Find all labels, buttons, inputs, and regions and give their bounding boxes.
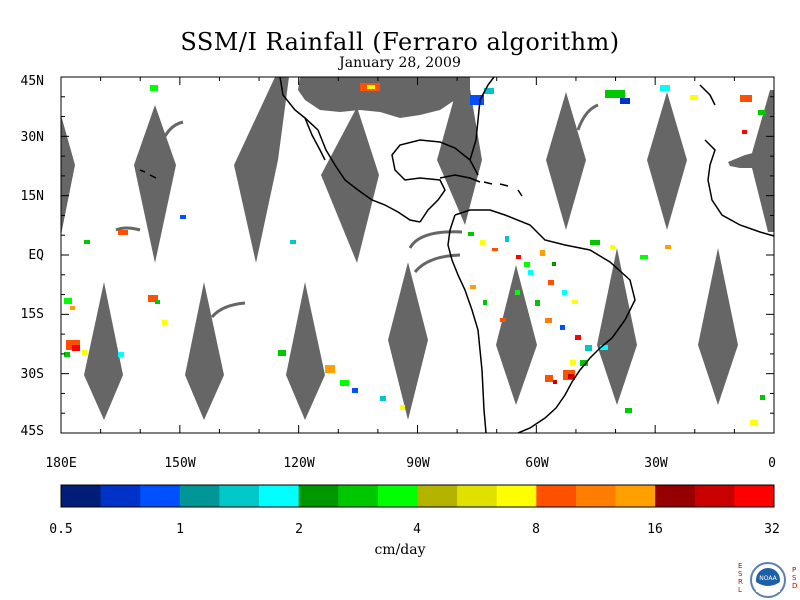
lon-label: 30W (644, 456, 668, 471)
lat-label: EQ (28, 248, 44, 263)
lat-label: 30S (20, 367, 44, 382)
logo-left-letters: E S R L (738, 562, 743, 594)
lon-label: 120W (283, 456, 315, 471)
lat-label: 15S (20, 307, 44, 322)
swath-gap (647, 92, 687, 230)
colorbar-tick: 2 (295, 522, 303, 537)
colorbar-swatch (536, 485, 577, 507)
map-content (61, 77, 774, 433)
coastline-hawaii (139, 169, 157, 179)
swath-edge-arc (115, 226, 141, 232)
noaa-icon: NOAA (750, 562, 786, 598)
colorbar-tick: 0.5 (49, 522, 73, 537)
swath-gap (321, 107, 379, 263)
colorbar-tick: 4 (413, 522, 421, 537)
colorbar-tick: 1 (176, 522, 184, 537)
colorbar-units: cm/day (374, 542, 426, 558)
swath-edge-arc (210, 301, 246, 319)
lat-label: 15N (20, 189, 44, 204)
colorbar-swatch (734, 485, 775, 507)
lon-label: 150W (164, 456, 196, 471)
colorbar-tick: 16 (647, 522, 663, 537)
lat-label: 30N (20, 130, 44, 145)
colorbar-swatch (259, 485, 300, 507)
swath-gap (496, 265, 537, 405)
rain-central-pacific (148, 295, 405, 410)
swath-gap (234, 77, 289, 263)
coastline-florida (469, 77, 495, 161)
lat-label: 45S (20, 424, 44, 439)
colorbar-swatch (417, 485, 458, 507)
rain-patches (64, 83, 766, 426)
rain-south-pacific-west (64, 298, 124, 357)
noaa-text: NOAA (759, 575, 777, 582)
africa-nodata (728, 150, 774, 170)
coastline-south-america (454, 209, 636, 433)
colorbar-swatch (496, 485, 537, 507)
coastline-cuba (439, 174, 481, 183)
colorbar-swatch (655, 485, 696, 507)
swath-edge-arc (408, 230, 463, 249)
lat-label: 45N (20, 74, 44, 89)
colorbar (61, 485, 775, 507)
rain-itcz (84, 215, 671, 259)
swath-gap (388, 262, 428, 420)
swath-edge-arc (576, 103, 599, 131)
swath-gap (185, 282, 224, 420)
swath-gap (597, 248, 637, 405)
swath-gap (134, 105, 176, 263)
colorbar-swatch (179, 485, 220, 507)
rain-sa-interior (468, 232, 592, 384)
swath-gap (84, 282, 123, 420)
colorbar-swatch (457, 485, 498, 507)
colorbar-swatch (298, 485, 339, 507)
colorbar-swatch (61, 485, 102, 507)
coastlines (139, 77, 774, 433)
colorbar-swatch (377, 485, 418, 507)
swath-gap (698, 248, 738, 405)
lon-label: 90W (406, 456, 430, 471)
colorbar-swatch (575, 485, 617, 507)
coastline-europe (699, 84, 716, 106)
colorbar-tick: 8 (532, 522, 540, 537)
colorbar-swatch (338, 485, 379, 507)
map-title: SSM/I Rainfall (Ferraro algorithm) (180, 28, 620, 56)
colorbar-swatch (219, 485, 260, 507)
coastline-gulf-mexico (391, 139, 479, 223)
colorbar-swatch (100, 485, 141, 507)
swath-gap (286, 282, 325, 420)
coastline-baja (304, 117, 326, 161)
noaa-esrl-psd-logo: E S R L NOAA P S D (738, 560, 798, 600)
coastline-caribbean-islands (483, 181, 523, 197)
coastline-north-america-west (279, 77, 421, 223)
no-data-swaths (61, 77, 774, 420)
swath-gap (546, 92, 586, 230)
lon-label: 0 (768, 456, 776, 471)
swath-edge-arc (161, 120, 184, 141)
logo-right-letters: P S D (792, 566, 798, 590)
swath-gap (61, 115, 75, 235)
lon-label: 60W (525, 456, 549, 471)
swath-edge-arc (413, 253, 461, 273)
colorbar-tick: 32 (764, 522, 780, 537)
rain-south-atlantic (563, 345, 765, 426)
colorbar-frame (60, 484, 775, 508)
coastline-africa (704, 139, 774, 237)
coastline-south-america-west (447, 214, 487, 433)
rain-north (150, 83, 766, 134)
colorbar-swatch (615, 485, 656, 507)
axis-ticks (60, 76, 775, 434)
north-america-nodata (298, 77, 470, 118)
colorbar-swatch (694, 485, 735, 507)
map-date: January 28, 2009 (339, 55, 461, 71)
lon-label: 180E (45, 456, 77, 471)
colorbar-swatch (140, 485, 181, 507)
